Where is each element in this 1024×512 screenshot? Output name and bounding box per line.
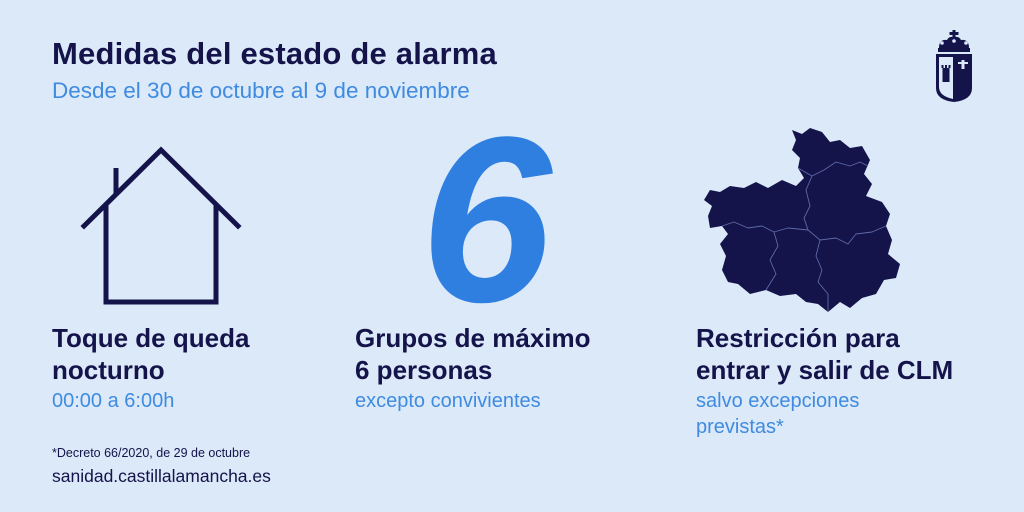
castilla-la-mancha-map-icon — [704, 128, 900, 312]
mobility-restriction-exceptions: salvo excepciones previstas* — [696, 388, 859, 440]
curfew-hours: 00:00 a 6:00h — [52, 390, 175, 412]
page-title: Medidas del estado de alarma — [52, 36, 497, 71]
mobility-restriction-exceptions-line-2: previstas* — [696, 416, 784, 438]
house-icon — [80, 146, 242, 305]
mobility-restriction-exceptions-line-1: salvo excepciones — [696, 390, 860, 412]
mobility-restriction-title: Restricción para entrar y salir de CLM — [696, 322, 953, 386]
coat-of-arms-icon — [936, 30, 972, 102]
mobility-restriction-title-line-1: Restricción para — [696, 323, 900, 353]
group-limit-title-line-2: 6 personas — [355, 355, 493, 385]
number-six-graphic: 6 — [420, 88, 552, 352]
page-subtitle: Desde el 30 de octubre al 9 de noviembre — [52, 78, 470, 103]
group-limit-title-line-1: Grupos de máximo — [355, 323, 591, 353]
curfew-title: Toque de queda nocturno — [52, 322, 249, 386]
group-limit-exception: excepto convivientes — [355, 390, 541, 412]
website-link[interactable]: sanidad.castillalamancha.es — [52, 466, 271, 486]
curfew-title-line-2: nocturno — [52, 355, 165, 385]
group-limit-title: Grupos de máximo 6 personas — [355, 322, 591, 386]
mobility-restriction-title-line-2: entrar y salir de CLM — [696, 355, 954, 385]
decree-footnote: *Decreto 66/2020, de 29 de octubre — [52, 446, 251, 460]
curfew-title-line-1: Toque de queda — [52, 323, 250, 353]
